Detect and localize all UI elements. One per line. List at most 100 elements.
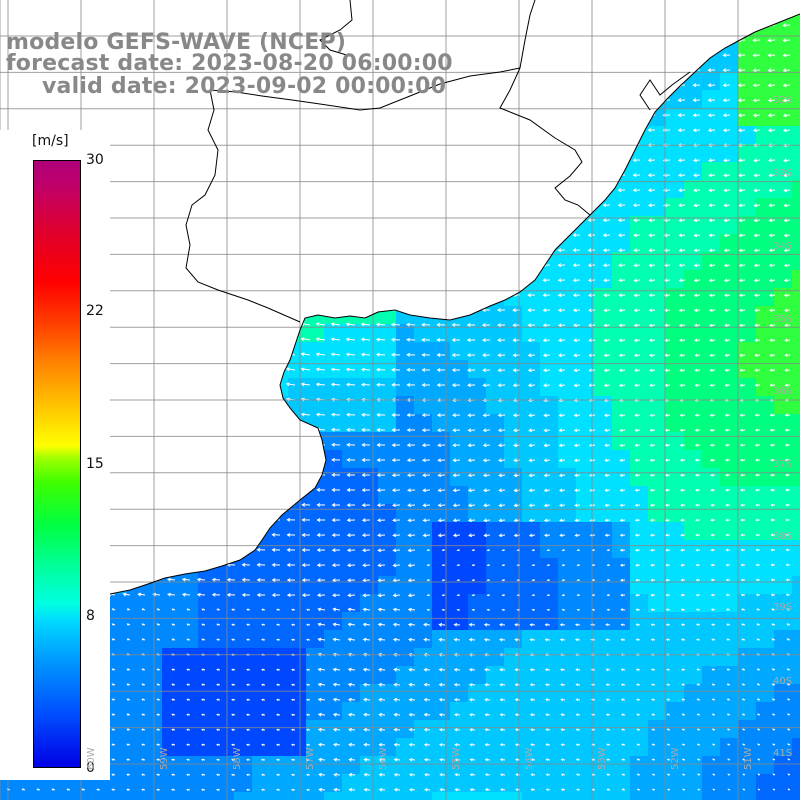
wind-arrow bbox=[391, 488, 401, 493]
wind-arrow bbox=[664, 443, 671, 447]
wind-arrow bbox=[156, 713, 161, 716]
wind-arrow bbox=[421, 413, 431, 418]
wind-arrow bbox=[377, 563, 386, 568]
wind-arrow bbox=[468, 638, 476, 642]
wind-arrow bbox=[545, 713, 551, 717]
wind-arrow bbox=[422, 473, 431, 478]
wind-arrow bbox=[787, 758, 791, 761]
wind-arrow bbox=[211, 592, 221, 597]
wind-arrow bbox=[391, 413, 401, 417]
wind-arrow bbox=[390, 322, 401, 327]
wind-arrow bbox=[707, 83, 716, 88]
wind-arrow bbox=[635, 623, 641, 627]
wind-arrow bbox=[96, 788, 101, 791]
wind-arrow bbox=[557, 248, 566, 253]
wind-arrow bbox=[693, 263, 701, 268]
wind-arrow bbox=[708, 188, 716, 193]
wind-arrow bbox=[739, 368, 746, 372]
wind-arrow bbox=[756, 638, 761, 641]
wind-arrow bbox=[725, 548, 731, 552]
wind-arrow bbox=[756, 683, 761, 686]
wind-arrow bbox=[710, 533, 716, 537]
wind-arrow bbox=[756, 668, 761, 671]
wind-arrow bbox=[362, 622, 371, 627]
wind-arrow bbox=[561, 608, 566, 611]
wind-arrow bbox=[695, 533, 701, 537]
wind-arrow bbox=[467, 503, 476, 508]
wind-arrow bbox=[737, 128, 746, 133]
wind-arrow bbox=[634, 488, 641, 492]
wind-arrow bbox=[544, 668, 551, 672]
wind-arrow bbox=[695, 518, 701, 522]
wind-arrow bbox=[436, 383, 446, 388]
wind-arrow bbox=[376, 488, 386, 493]
wind-arrow bbox=[681, 638, 686, 641]
wind-arrow bbox=[767, 83, 776, 88]
wind-arrow bbox=[722, 53, 731, 58]
wind-arrow bbox=[362, 667, 371, 672]
wind-arrow bbox=[246, 773, 251, 777]
wind-arrow bbox=[483, 623, 491, 627]
wind-arrow bbox=[276, 698, 281, 701]
wind-arrow bbox=[711, 683, 716, 686]
wind-arrow bbox=[439, 773, 446, 777]
wind-arrow bbox=[453, 637, 461, 642]
wind-arrow bbox=[742, 743, 746, 746]
wind-arrow bbox=[216, 608, 221, 611]
wind-arrow bbox=[306, 758, 311, 762]
wind-arrow bbox=[484, 773, 491, 777]
wind-arrow bbox=[558, 473, 566, 477]
wind-arrow bbox=[707, 68, 716, 73]
legend-tick-22: 22 bbox=[86, 303, 104, 319]
wind-arrow bbox=[392, 622, 401, 627]
wind-arrow bbox=[276, 788, 281, 792]
wind-arrow bbox=[724, 323, 731, 327]
wind-arrow bbox=[471, 549, 476, 552]
wind-arrow bbox=[171, 788, 176, 791]
wind-arrow bbox=[196, 577, 206, 582]
wind-arrow bbox=[754, 353, 761, 357]
wind-arrow bbox=[738, 263, 746, 268]
wind-arrow bbox=[393, 788, 401, 792]
wind-arrow bbox=[682, 758, 686, 761]
wind-arrow bbox=[306, 773, 311, 777]
wind-arrow bbox=[544, 638, 551, 642]
wind-arrow bbox=[422, 503, 431, 508]
wind-arrow bbox=[392, 607, 401, 612]
wind-arrow bbox=[171, 713, 176, 716]
wind-arrow bbox=[469, 713, 476, 717]
wind-arrow bbox=[620, 563, 626, 567]
wind-arrow bbox=[306, 623, 311, 626]
wind-arrow bbox=[363, 742, 371, 747]
wind-arrow bbox=[332, 712, 341, 717]
wind-arrow bbox=[439, 788, 446, 792]
wind-arrow bbox=[528, 413, 536, 418]
wind-arrow bbox=[681, 713, 686, 716]
wind-arrow bbox=[693, 203, 701, 208]
wind-arrow bbox=[422, 518, 431, 523]
wind-arrow bbox=[767, 53, 776, 58]
wind-arrow bbox=[651, 743, 656, 746]
wind-arrow bbox=[497, 383, 506, 388]
wind-arrow bbox=[362, 578, 371, 583]
wind-arrow bbox=[439, 743, 446, 747]
wind-arrow bbox=[557, 263, 566, 268]
wind-arrow bbox=[681, 668, 686, 671]
wind-arrow bbox=[572, 248, 581, 253]
wind-arrow bbox=[126, 683, 131, 686]
wind-arrow bbox=[769, 413, 776, 417]
wind-arrow bbox=[738, 173, 746, 178]
wind-arrow bbox=[603, 413, 611, 417]
wind-arrow bbox=[452, 443, 461, 448]
wind-arrow bbox=[786, 668, 791, 671]
wind-arrow bbox=[392, 503, 401, 508]
wind-arrow bbox=[576, 594, 581, 597]
wind-arrow bbox=[276, 773, 281, 777]
wind-arrow bbox=[466, 353, 476, 358]
wind-arrow bbox=[784, 383, 791, 387]
wind-arrow bbox=[725, 533, 731, 537]
wind-arrow bbox=[694, 338, 701, 342]
wind-arrow bbox=[497, 338, 506, 343]
wind-arrow bbox=[545, 698, 551, 702]
wind-arrow bbox=[436, 413, 446, 418]
